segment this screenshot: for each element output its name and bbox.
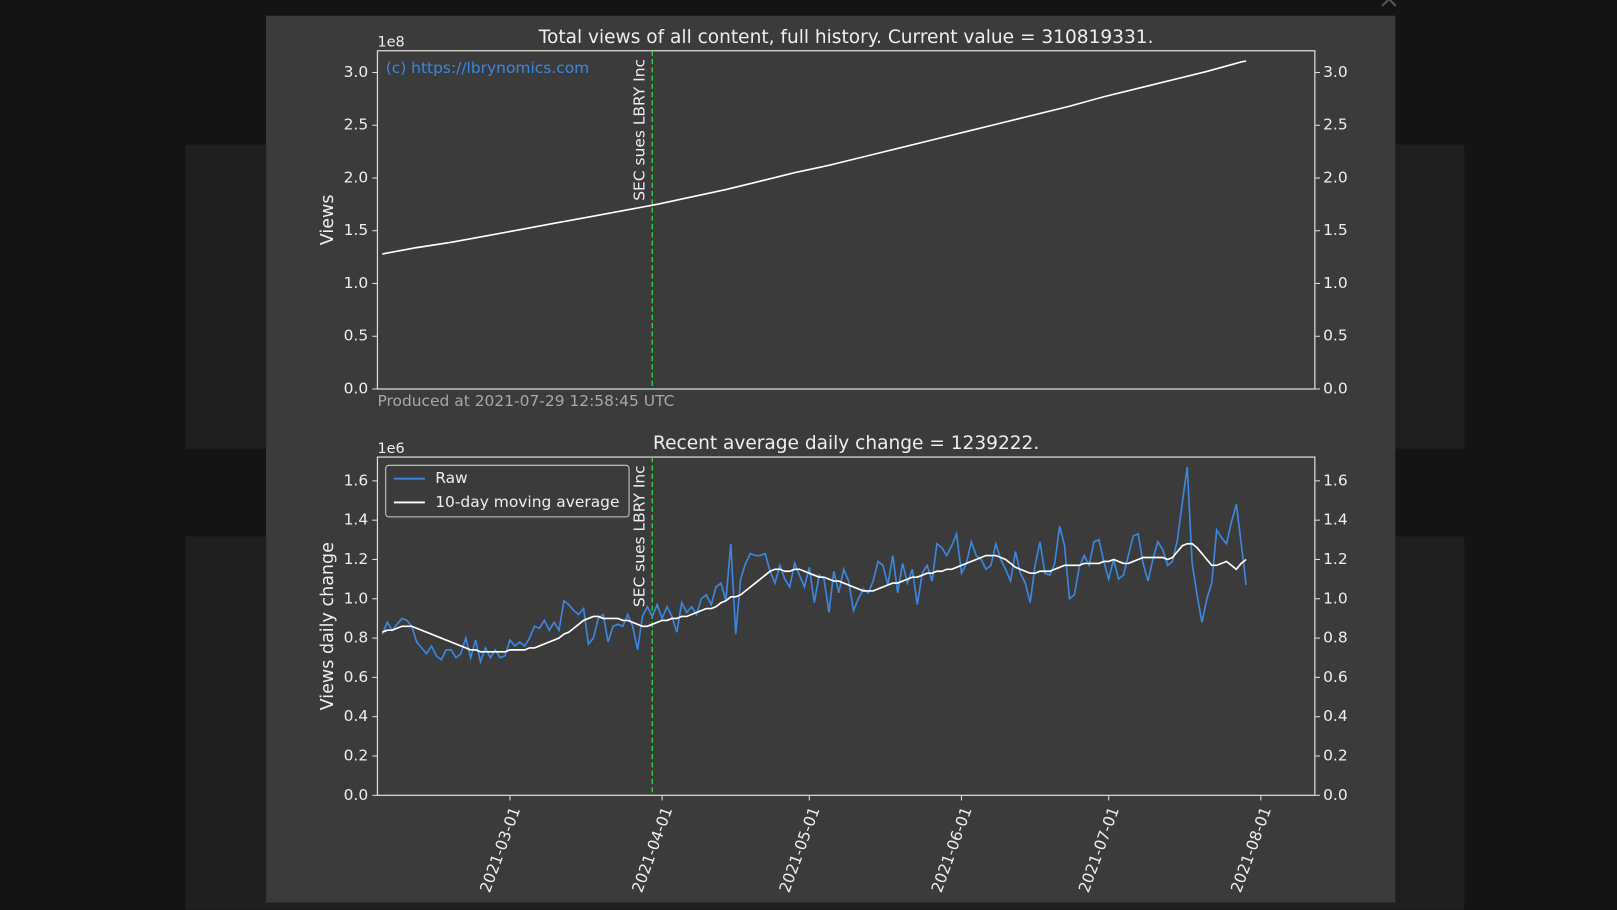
close-icon[interactable]: × [1378, 0, 1400, 15]
legend-box [385, 464, 630, 518]
offset-label: 1e6 [377, 441, 404, 457]
y2-tick-label: 1.6 [1323, 471, 1348, 489]
y-tick-label: 2.0 [344, 168, 369, 186]
y2-tick-label: 0.0 [1323, 786, 1348, 804]
chart-title: Total views of all content, full history… [538, 27, 1154, 48]
y2-tick-label: 0.8 [1323, 629, 1348, 647]
offset-label: 1e8 [377, 35, 404, 51]
y2-tick-label: 0.5 [1323, 327, 1348, 345]
plot-area [376, 50, 1316, 390]
series-line [381, 466, 1247, 665]
y2-tick-label: 1.0 [1323, 589, 1348, 607]
legend-label: 10-day moving average [435, 493, 619, 511]
y-tick-label: 2.5 [344, 116, 369, 134]
y2-tick-label: 1.2 [1323, 550, 1348, 568]
y2-tick-label: 1.0 [1323, 274, 1348, 292]
y-tick-label: 1.2 [344, 550, 369, 568]
series-line [382, 542, 1247, 653]
y-tick-label: 0.0 [344, 786, 369, 804]
watermark: (c) https://lbrynomics.com [386, 59, 590, 77]
y2-tick-label: 3.0 [1323, 63, 1348, 81]
charts: 0.0 0.0 0.5 0.5 1.0 1.0 1.5 1.5 2.0 2.0 2.5 2.5 3.0 3… [318, 27, 1348, 895]
chart-title: Recent average daily change = 1239222. [653, 433, 1039, 454]
y-tick-label: 0.2 [344, 747, 369, 765]
y-tick-label: 1.0 [344, 589, 369, 607]
event-label: SEC sues LBRY Inc [630, 59, 648, 201]
legend-label: Raw [435, 469, 468, 487]
y2-tick-label: 0.6 [1323, 668, 1348, 686]
y-tick-label: 0.4 [344, 707, 369, 725]
y2-tick-label: 1.5 [1323, 221, 1348, 239]
y2-tick-label: 0.2 [1323, 747, 1348, 765]
y-tick-label: 0.6 [344, 668, 369, 686]
y2-tick-label: 2.5 [1323, 116, 1348, 134]
y-tick-label: 0.0 [344, 380, 369, 398]
y-axis-label: Views daily change [318, 542, 338, 710]
y-tick-label: 1.0 [344, 274, 369, 292]
y2-tick-label: 1.4 [1323, 511, 1348, 529]
event-label: SEC sues LBRY Inc [630, 465, 648, 607]
y-tick-label: 1.5 [344, 221, 369, 239]
footnote: Produced at 2021-07-29 12:58:45 UTC [377, 392, 674, 410]
y2-tick-label: 0.0 [1323, 380, 1348, 398]
y-tick-label: 0.8 [344, 629, 369, 647]
y-axis-label: Views [318, 195, 338, 246]
y-tick-label: 1.4 [344, 511, 369, 529]
y-tick-label: 1.6 [344, 471, 369, 489]
y2-tick-label: 2.0 [1323, 168, 1348, 186]
y-tick-label: 3.0 [344, 63, 369, 81]
y-tick-label: 0.5 [344, 327, 369, 345]
series-line [382, 60, 1247, 255]
y2-tick-label: 0.4 [1323, 707, 1348, 725]
